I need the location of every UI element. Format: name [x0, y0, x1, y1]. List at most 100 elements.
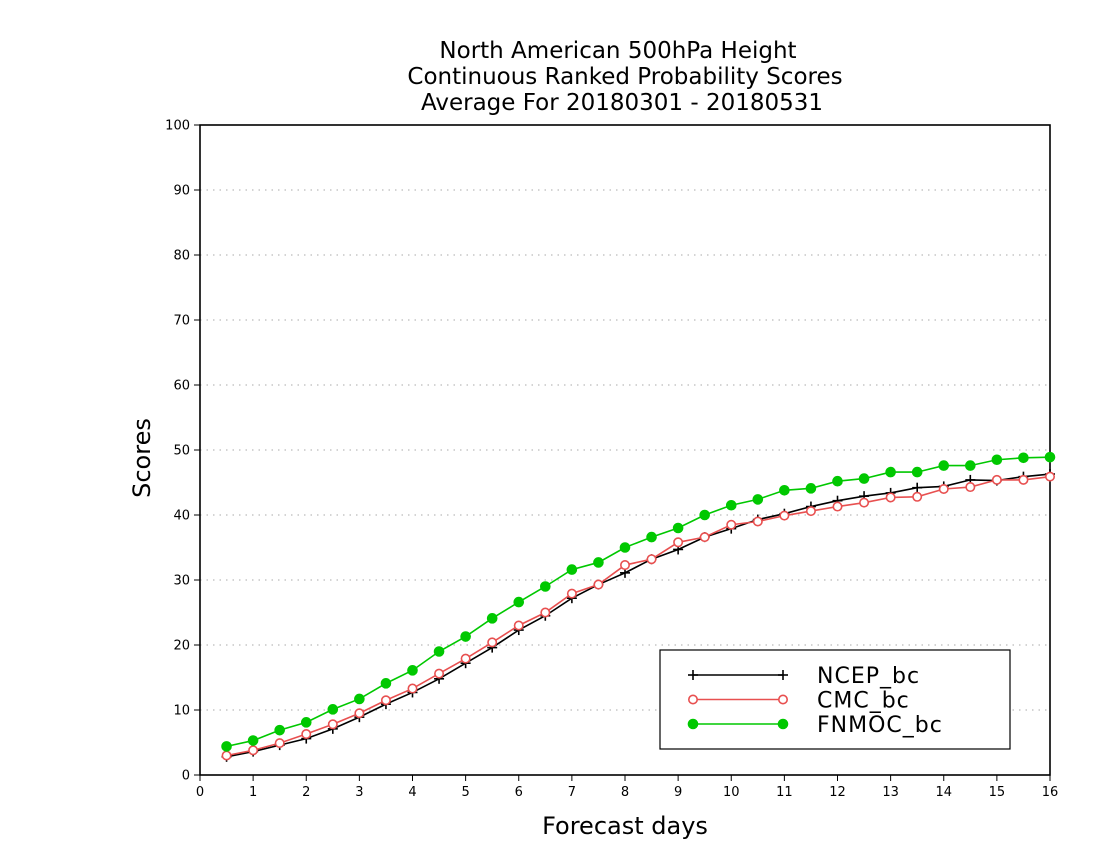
point-CMC_bc-13	[885, 492, 896, 503]
point-CMC_bc-14	[938, 483, 949, 494]
xtick-label-6: 6	[515, 785, 523, 800]
xtick-label-11: 11	[776, 785, 793, 800]
xtick-label-2: 2	[302, 785, 310, 800]
point-CMC_bc-14.5	[965, 482, 976, 493]
xtick-label-5: 5	[461, 785, 469, 800]
xtick-label-12: 12	[829, 785, 846, 800]
point-FNMOC_bc-2.5	[327, 704, 339, 715]
legend-item-CMC_bc: CMC_bc	[687, 689, 909, 714]
ytick-label-50: 50	[173, 444, 190, 459]
point-FNMOC_bc-12	[832, 475, 843, 487]
point-FNMOC_bc-14.5	[965, 460, 976, 471]
point-CMC_bc-2	[301, 729, 312, 740]
xtick-label-10: 10	[723, 785, 740, 800]
gridlines	[200, 189, 1050, 711]
point-FNMOC_bc-3.5	[380, 678, 392, 689]
series-CMC_bc	[221, 471, 1056, 761]
legend-marker-end-FNMOC_bc	[777, 718, 789, 730]
point-CMC_bc-3.5	[380, 695, 391, 706]
point-FNMOC_bc-11	[779, 485, 790, 496]
point-FNMOC_bc-4.5	[433, 646, 445, 657]
point-FNMOC_bc-14	[938, 460, 950, 471]
point-NCEP_bc-13.5	[912, 482, 923, 493]
ytick-label-10: 10	[173, 704, 190, 719]
xtick-label-0: 0	[196, 785, 204, 800]
point-FNMOC_bc-10.5	[752, 494, 764, 505]
legend-marker-end-CMC_bc	[777, 694, 788, 705]
point-FNMOC_bc-1.5	[274, 724, 285, 736]
point-CMC_bc-10	[726, 519, 737, 530]
point-FNMOC_bc-7.5	[593, 557, 604, 568]
point-FNMOC_bc-12.5	[858, 473, 870, 484]
chart-title: North American 500hPa Height Continuous …	[407, 38, 842, 116]
point-CMC_bc-7	[566, 588, 577, 599]
point-CMC_bc-8	[619, 560, 630, 571]
xtick-label-4: 4	[408, 785, 416, 800]
y-axis-label: Scores	[128, 418, 156, 498]
xtick-label-14: 14	[935, 785, 952, 800]
xtick-label-3: 3	[355, 785, 363, 800]
ytick-label-20: 20	[173, 639, 190, 654]
ytick-label-40: 40	[173, 509, 190, 524]
point-FNMOC_bc-1	[247, 735, 259, 746]
point-CMC_bc-10.5	[752, 516, 763, 527]
ytick-label-70: 70	[173, 314, 190, 329]
legend-item-NCEP_bc: NCEP_bc	[688, 664, 920, 689]
point-FNMOC_bc-2	[300, 717, 312, 728]
series-FNMOC_bc	[221, 451, 1056, 752]
point-FNMOC_bc-8.5	[646, 531, 657, 543]
point-CMC_bc-7.5	[593, 579, 604, 590]
legend-label-FNMOC_bc: FNMOC_bc	[817, 713, 943, 738]
point-FNMOC_bc-5	[460, 631, 471, 642]
legend-label-NCEP_bc: NCEP_bc	[817, 664, 920, 689]
ytick-label-100: 100	[165, 119, 190, 134]
point-FNMOC_bc-15.5	[1018, 452, 1029, 464]
ytick-label-30: 30	[173, 574, 190, 589]
ytick-label-0: 0	[182, 769, 190, 784]
point-CMC_bc-4.5	[434, 668, 445, 679]
point-CMC_bc-1.5	[274, 738, 285, 749]
legend-item-FNMOC_bc: FNMOC_bc	[687, 713, 943, 738]
point-FNMOC_bc-9	[672, 522, 684, 534]
title-line-1: North American 500hPa Height	[439, 38, 796, 64]
point-CMC_bc-6.5	[540, 607, 551, 618]
point-CMC_bc-2.5	[327, 719, 338, 730]
point-FNMOC_bc-6	[513, 596, 525, 608]
point-CMC_bc-11.5	[805, 506, 816, 517]
point-CMC_bc-13.5	[912, 491, 923, 502]
xtick-label-9: 9	[674, 785, 682, 800]
point-FNMOC_bc-9.5	[699, 509, 710, 521]
point-CMC_bc-11	[779, 510, 790, 521]
ytick-label-80: 80	[173, 249, 190, 264]
title-line-2: Continuous Ranked Probability Scores	[407, 64, 842, 90]
x-axis-label: Forecast days	[542, 812, 708, 840]
point-CMC_bc-16	[1045, 471, 1056, 482]
point-FNMOC_bc-6.5	[540, 581, 551, 592]
point-CMC_bc-0.5	[221, 750, 232, 761]
point-CMC_bc-15.5	[1018, 474, 1029, 485]
xtick-label-7: 7	[568, 785, 576, 800]
ytick-label-60: 60	[173, 379, 190, 394]
ytick-label-90: 90	[173, 184, 190, 199]
point-FNMOC_bc-16	[1044, 451, 1056, 463]
xtick-label-13: 13	[882, 785, 899, 800]
xtick-label-16: 16	[1042, 785, 1059, 800]
point-FNMOC_bc-15	[991, 454, 1003, 466]
point-CMC_bc-15	[991, 474, 1002, 485]
title-line-3: Average For 20180301 - 20180531	[421, 90, 823, 116]
point-FNMOC_bc-11.5	[805, 483, 817, 494]
point-CMC_bc-8.5	[646, 554, 657, 565]
legend-marker-start-CMC_bc	[687, 694, 698, 705]
point-FNMOC_bc-7	[566, 564, 578, 575]
xtick-label-15: 15	[989, 785, 1006, 800]
point-FNMOC_bc-0.5	[221, 741, 232, 752]
point-CMC_bc-6	[513, 620, 524, 631]
point-FNMOC_bc-8	[619, 542, 631, 553]
point-FNMOC_bc-4	[407, 665, 418, 676]
point-CMC_bc-9	[673, 537, 684, 548]
legend-marker-start-NCEP_bc	[688, 670, 698, 680]
xtick-label-8: 8	[621, 785, 629, 800]
